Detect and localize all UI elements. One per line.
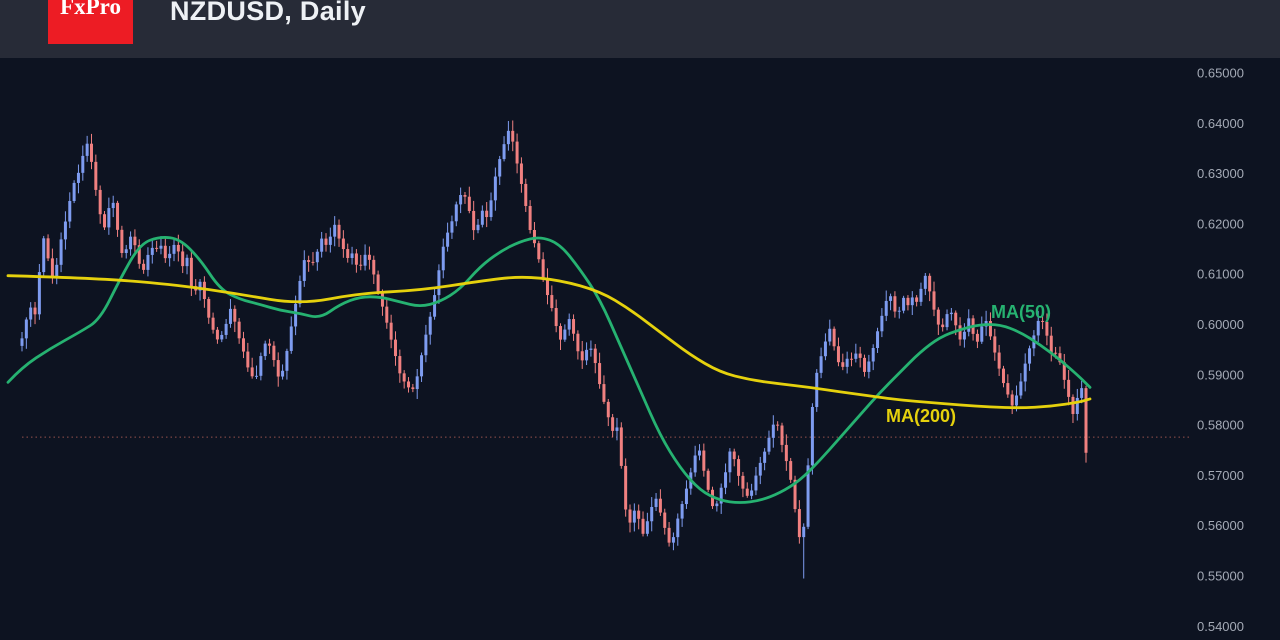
fxpro-logo-text: FxPro bbox=[60, 0, 121, 19]
chart-title: NZDUSD, Daily bbox=[170, 0, 366, 26]
price-axis-tick: 0.59000 bbox=[1197, 367, 1244, 382]
price-axis-tick: 0.55000 bbox=[1197, 569, 1244, 584]
price-axis-tick: 0.62000 bbox=[1197, 216, 1244, 231]
price-axis-tick: 0.65000 bbox=[1197, 66, 1244, 81]
price-axis-tick: 0.60000 bbox=[1197, 317, 1244, 332]
price-axis-tick: 0.63000 bbox=[1197, 166, 1244, 181]
fxpro-logo: FxPro bbox=[48, 0, 133, 44]
ma200-line bbox=[6, 274, 1092, 410]
price-axis-tick: 0.64000 bbox=[1197, 116, 1244, 131]
price-axis-tick: 0.54000 bbox=[1197, 619, 1244, 634]
price-axis-tick: 0.58000 bbox=[1197, 418, 1244, 433]
header-bar: FxPro NZDUSD, Daily bbox=[0, 0, 1280, 58]
price-axis-tick: 0.57000 bbox=[1197, 468, 1244, 483]
price-axis[interactable]: 0.65000 0.64000 0.63000 0.62000 0.61000 0.600… bbox=[1197, 66, 1244, 634]
ma200-label: MA(200) bbox=[886, 406, 957, 426]
candles-series bbox=[20, 120, 1088, 579]
ma50-line bbox=[6, 236, 1092, 504]
ma50-label: MA(50) bbox=[991, 302, 1052, 322]
price-axis-tick: 0.56000 bbox=[1197, 518, 1244, 533]
price-axis-tick: 0.61000 bbox=[1197, 267, 1244, 282]
